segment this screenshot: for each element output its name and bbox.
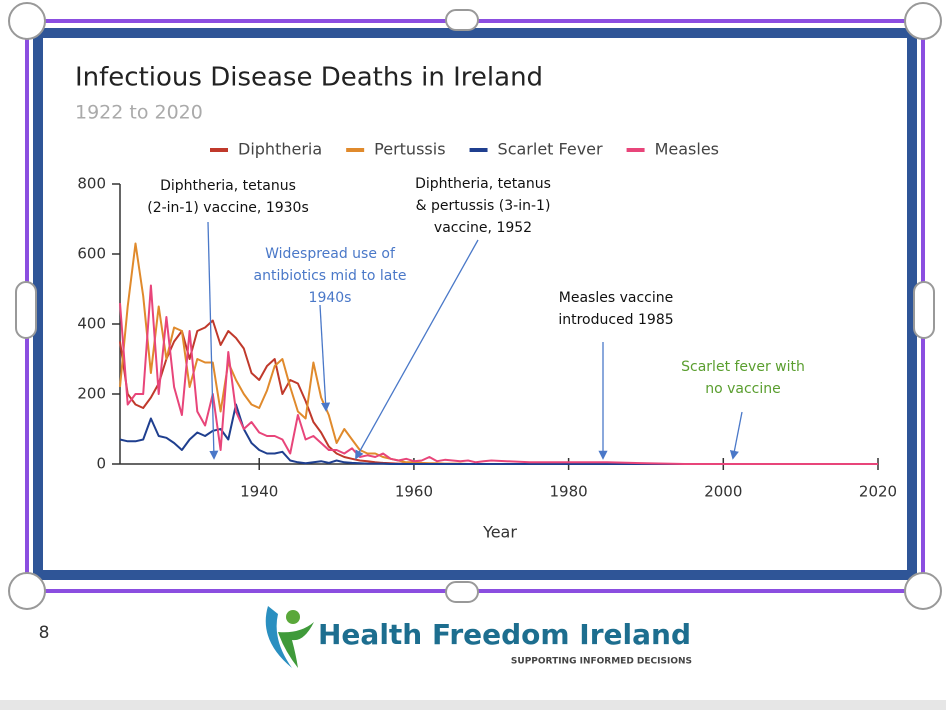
chart-subtitle: 1922 to 2020	[75, 102, 203, 124]
annotation-text: vaccine, 1952	[434, 220, 532, 236]
logo-tagline: SUPPORTING INFORMED DECISIONS	[511, 657, 692, 667]
bottom-strip	[0, 700, 946, 710]
handle[interactable]	[913, 281, 935, 339]
annotation-arrow	[355, 239, 479, 460]
x-tick-label: 1980	[550, 483, 588, 501]
handle[interactable]	[8, 572, 46, 610]
logo-body	[278, 622, 314, 668]
logo-head	[286, 610, 300, 624]
y-tick-label: 0	[96, 455, 106, 473]
legend-label: Pertussis	[374, 140, 445, 159]
y-tick-label: 800	[77, 175, 106, 193]
handle[interactable]	[904, 572, 942, 610]
legend-label: Measles	[655, 140, 719, 159]
logo-icon	[265, 606, 314, 668]
y-tick-label: 200	[77, 385, 106, 403]
annotation-arrow	[207, 221, 219, 460]
y-tick-label: 600	[77, 245, 106, 263]
slide-border	[33, 28, 917, 580]
logo-name: Health Freedom Ireland	[318, 618, 691, 651]
annotation-text: Measles vaccine	[559, 290, 673, 306]
x-tick-label: 1960	[395, 483, 433, 501]
annotation-text: Widespread use of	[265, 246, 396, 262]
annotation-text: Scarlet fever with	[681, 359, 805, 375]
annotation-text: Diphtheria, tetanus	[160, 178, 296, 194]
series-line	[119, 403, 878, 465]
annotation-text: Diphtheria, tetanus	[415, 176, 551, 192]
annotation-text: introduced 1985	[558, 312, 673, 328]
annotation-text: (2-in-1) vaccine, 1930s	[147, 200, 309, 216]
y-tick-label: 400	[77, 315, 106, 333]
legend-label: Diphtheria	[238, 140, 322, 159]
annotation-text: 1940s	[309, 290, 352, 306]
x-axis-label: Year	[482, 523, 517, 542]
x-tick-label: 2000	[704, 483, 742, 501]
handle[interactable]	[8, 2, 46, 40]
handle[interactable]	[904, 2, 942, 40]
handle[interactable]	[445, 9, 479, 31]
annotation-text: no vaccine	[705, 381, 781, 397]
handles[interactable]	[8, 2, 942, 610]
chart-title: Infectious Disease Deaths in Ireland	[75, 63, 543, 93]
handle[interactable]	[445, 581, 479, 603]
annotation-text: antibiotics mid to late	[254, 268, 407, 284]
handle[interactable]	[15, 281, 37, 339]
annotation-arrow	[319, 304, 331, 412]
series-line	[119, 284, 878, 465]
page-number: 8	[39, 623, 50, 643]
annotation-text: & pertussis (3-in-1)	[416, 198, 551, 214]
logo-swoosh	[265, 606, 292, 668]
annotation-arrow	[729, 411, 743, 460]
legend-label: Scarlet Fever	[498, 140, 603, 159]
x-tick-label: 2020	[859, 483, 897, 501]
x-tick-label: 1940	[240, 483, 278, 501]
